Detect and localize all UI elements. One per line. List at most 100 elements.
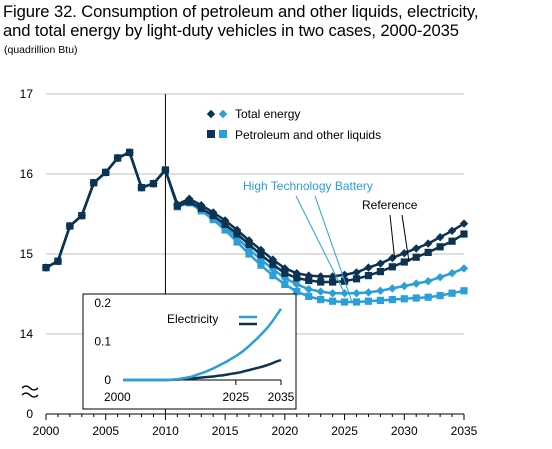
legend-marker-htb-total: [218, 109, 228, 119]
data-point-htb-petroleum: [317, 296, 325, 304]
y-tick-label-17: 17: [20, 87, 34, 101]
y-tick-label-16: 16: [20, 167, 34, 181]
data-point-reference-total: [209, 208, 218, 217]
case-label-reference: Reference: [362, 198, 418, 212]
case-label-leaders: [295, 195, 410, 302]
data-point-reference-petroleum: [364, 272, 373, 280]
data-point-htb-total: [376, 286, 385, 295]
data-point-htb-petroleum: [388, 296, 396, 304]
data-point-reference-total: [316, 272, 325, 281]
data-point-reference-total: [65, 221, 75, 231]
data-point-reference-total: [352, 268, 361, 277]
data-point-reference-total: [447, 226, 457, 235]
legend-marker-htb-petroleum: [219, 130, 227, 138]
data-point-reference-total: [256, 245, 266, 255]
data-point-htb-total: [328, 289, 337, 298]
inset-x-tick-label-2000: 2000: [104, 390, 131, 404]
data-point-htb-petroleum: [400, 295, 408, 303]
chart-title-line-1: Figure 32. Consumption of petroleum and …: [3, 2, 479, 21]
data-point-htb-petroleum: [305, 292, 313, 300]
x-tick-label-2000: 2000: [33, 424, 60, 438]
y-tick-label-0: 0: [26, 407, 33, 421]
data-point-reference-petroleum: [376, 268, 384, 276]
data-point-reference-total: [400, 249, 409, 258]
data-point-reference-total: [340, 270, 349, 279]
x-tick-label-2010: 2010: [152, 424, 179, 438]
data-point-reference-total: [89, 178, 98, 187]
data-point-htb-petroleum: [376, 296, 384, 304]
inset-y-tick-label-0.1: 0.1: [94, 335, 111, 349]
data-point-reference-petroleum: [436, 243, 444, 251]
data-point-htb-petroleum: [281, 280, 289, 288]
data-point-htb-petroleum: [352, 298, 361, 306]
x-tick-label-2020: 2020: [272, 424, 299, 438]
data-point-reference-total: [459, 219, 469, 228]
data-point-reference-total: [220, 216, 230, 225]
data-point-htb-total: [292, 280, 301, 289]
data-point-reference-total: [101, 168, 110, 177]
data-point-reference-petroleum: [400, 258, 408, 266]
inset-series-line-htb: [123, 308, 283, 382]
data-point-htb-total: [423, 277, 433, 286]
legend: Total energy Petroleum and other liquids: [206, 107, 381, 142]
data-point-htb-petroleum: [245, 250, 253, 258]
reference-leader-line-1: [401, 214, 410, 263]
data-point-htb-total: [447, 269, 457, 278]
legend-label-petroleum: Petroleum and other liquids: [235, 128, 381, 142]
data-point-htb-total: [364, 288, 373, 297]
data-point-htb-total: [400, 281, 409, 291]
data-point-reference-total: [292, 269, 301, 278]
data-point-reference-total: [388, 253, 397, 263]
data-point-reference-total: [149, 179, 158, 188]
inset-frame: [82, 293, 297, 410]
data-point-reference-total: [376, 259, 385, 268]
data-point-htb-total: [304, 285, 313, 294]
data-point-htb-petroleum: [436, 292, 444, 300]
data-point-reference-petroleum: [388, 263, 396, 271]
legend-marker-reference-petroleum: [207, 130, 215, 138]
data-point-htb-petroleum: [448, 289, 456, 297]
data-point-htb-total: [435, 273, 445, 282]
data-point-reference-total: [423, 239, 433, 248]
x-tick-label-2030: 2030: [391, 424, 418, 438]
series-reference-total_energy: [41, 148, 469, 281]
y-tick-label-15: 15: [20, 247, 34, 261]
chart-title-line-2: and total energy by light-duty vehicles …: [3, 21, 459, 40]
case-label-htb: High Technology Battery: [243, 179, 373, 193]
data-point-htb-total: [388, 284, 397, 293]
reference-leader-line-0: [389, 214, 396, 260]
data-point-reference-petroleum: [424, 248, 432, 256]
data-point-reference-petroleum: [460, 230, 468, 238]
data-point-htb-petroleum: [340, 298, 349, 306]
x-tick-label-2025: 2025: [331, 424, 358, 438]
data-point-reference-total: [412, 244, 421, 253]
data-point-htb-petroleum: [293, 288, 301, 296]
inset-x-tick-label-2025: 2025: [223, 390, 250, 404]
electricity-inset: Electricity 0 0.1 0.2 2000 2025 2035: [82, 293, 297, 410]
data-point-reference-petroleum: [448, 237, 456, 245]
data-point-htb-total: [412, 279, 421, 288]
axis-break-wave-bottom: [21, 392, 39, 398]
data-point-htb-total: [352, 289, 361, 298]
inset-y-tick-label-0.2: 0.2: [94, 296, 111, 310]
data-point-reference-total: [137, 183, 146, 192]
inset-title: Electricity: [167, 312, 218, 326]
data-point-reference-total: [185, 194, 194, 203]
data-point-reference-total: [304, 271, 313, 280]
axis-break-wave-top: [21, 385, 39, 391]
data-point-reference-petroleum: [329, 278, 337, 286]
legend-marker-reference-total: [206, 109, 216, 119]
data-point-reference-total: [244, 236, 254, 245]
data-point-reference-petroleum: [281, 269, 289, 277]
data-point-reference-total: [280, 264, 290, 273]
data-point-reference-total: [161, 165, 170, 175]
data-point-reference-total: [268, 255, 278, 264]
data-point-htb-petroleum: [424, 293, 432, 301]
data-point-reference-petroleum: [269, 260, 277, 268]
data-point-reference-total: [125, 148, 134, 157]
axis-break-icon: [21, 385, 39, 398]
chart-title: Figure 32. Consumption of petroleum and …: [3, 2, 551, 40]
data-point-htb-petroleum: [269, 272, 277, 280]
data-point-reference-total: [232, 225, 242, 235]
